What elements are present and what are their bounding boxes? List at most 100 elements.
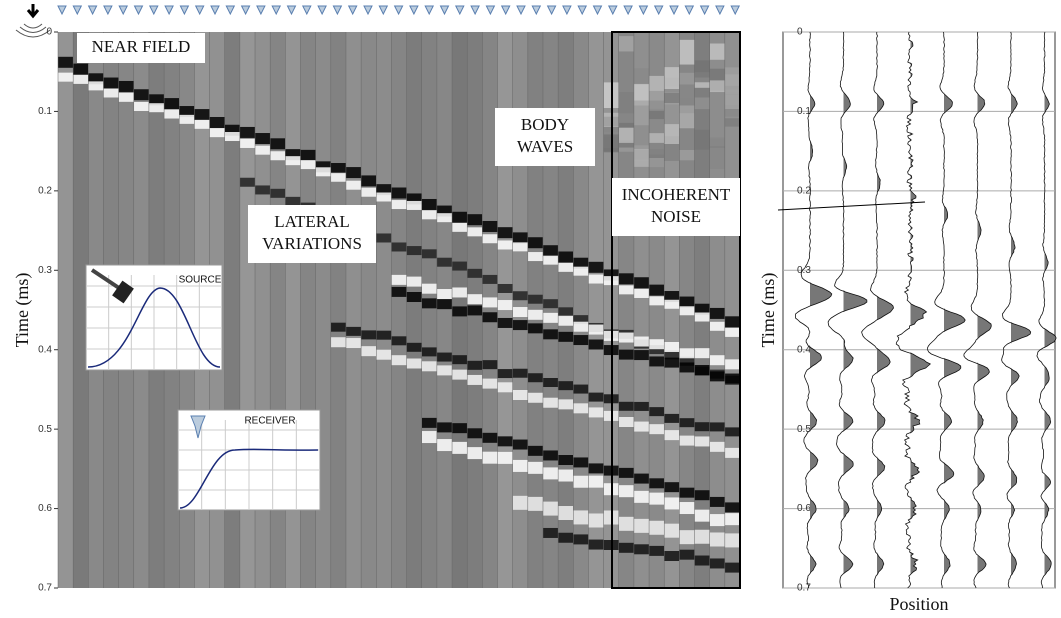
seismic-band <box>573 510 589 525</box>
seismic-band <box>330 337 346 348</box>
trace-line <box>1036 31 1057 589</box>
seismic-band <box>88 81 104 91</box>
seismic-band <box>452 441 468 454</box>
seismic-band <box>482 312 498 323</box>
seismic-band <box>724 533 740 548</box>
y-tick-label: 0.7 <box>38 583 52 594</box>
seismic-band <box>164 98 180 110</box>
seismic-band <box>649 284 665 296</box>
seismic-band <box>224 132 240 142</box>
seismic-band <box>664 482 680 493</box>
seismic-band <box>436 213 453 223</box>
seismic-band <box>633 401 650 411</box>
receiver-icon <box>332 5 343 16</box>
receiver-icon <box>301 5 312 16</box>
receiver-icon <box>179 5 190 16</box>
seismic-band <box>573 384 589 394</box>
trace-column <box>573 32 589 588</box>
seismic-band <box>588 475 604 488</box>
seismic-band <box>679 348 695 359</box>
seismic-band <box>664 350 680 360</box>
y-tick-label: 0.4 <box>797 344 811 355</box>
seismic-band <box>467 305 483 316</box>
seismic-band <box>391 286 407 297</box>
seismic-band <box>618 485 634 498</box>
seismic-band <box>482 360 498 370</box>
seismic-band <box>452 211 468 223</box>
receiver-icon <box>562 5 572 16</box>
seismic-band <box>633 421 650 432</box>
y-tick-label: 0.6 <box>797 503 811 514</box>
seismic-band <box>573 475 589 488</box>
seismic-band <box>179 114 195 124</box>
seismic-band <box>618 467 634 478</box>
seismic-band <box>467 360 483 370</box>
seismic-band <box>467 374 483 385</box>
seismic-band <box>633 288 650 298</box>
seismic-band <box>558 331 574 342</box>
seismic-band <box>542 378 559 388</box>
annotation: INCOHERENT <box>622 185 731 204</box>
seismic-band <box>724 513 740 526</box>
annotation: RECEIVER <box>244 416 295 427</box>
seismic-band <box>694 303 710 315</box>
seismic-band <box>573 335 589 346</box>
seismic-band <box>664 299 680 309</box>
receiver-icon <box>378 5 389 16</box>
seismic-band <box>527 461 543 474</box>
seismic-band <box>724 373 740 384</box>
seismic-band <box>709 532 725 547</box>
seismic-band <box>361 346 377 357</box>
inset-curve <box>179 448 319 509</box>
seismic-band <box>679 296 695 308</box>
seismic-band <box>73 74 89 84</box>
seismic-band <box>588 274 604 284</box>
seismic-band <box>542 329 559 340</box>
seismic-band <box>421 298 437 309</box>
seismic-band <box>436 289 453 300</box>
trace-line <box>794 31 833 589</box>
seismic-band <box>467 214 483 226</box>
seismic-band <box>664 357 680 368</box>
seismic-band <box>709 514 725 527</box>
receiver-icon <box>409 5 419 16</box>
seismic-band <box>421 198 437 210</box>
trace-panel: 0 0.1 0.2 0.3 0.4 0.5 0.6 0.7 Time (ms) Position <box>758 27 1057 614</box>
seismic-band <box>497 382 513 393</box>
noise-stripe <box>694 151 710 168</box>
trace-line <box>861 31 894 589</box>
seismic-band <box>103 88 119 98</box>
seismic-band <box>330 322 346 332</box>
seismic-band <box>421 283 437 294</box>
seismic-band <box>133 89 149 101</box>
seismic-band <box>694 436 710 447</box>
seismic-band <box>542 527 559 538</box>
seismic-band <box>588 261 604 273</box>
seismic-band <box>497 451 513 464</box>
receiver-icon <box>439 5 450 16</box>
seismic-band <box>633 518 650 533</box>
seismic-band <box>618 516 634 531</box>
receiver-icon <box>699 5 710 16</box>
shot-gather: 0 0.1 0.2 0.3 0.4 0.5 0.6 0.7 Time (ms) <box>12 4 741 594</box>
seismic-band <box>452 222 468 232</box>
seismic-band <box>164 109 180 119</box>
seismic-band <box>573 266 589 276</box>
seismic-band <box>421 361 437 372</box>
source-waves <box>15 23 51 38</box>
receiver-icon <box>190 415 206 439</box>
seismic-band <box>421 249 437 259</box>
seismic-band <box>194 109 210 121</box>
seismic-band <box>649 478 665 489</box>
seismic-band <box>452 423 468 434</box>
seismic-band <box>573 534 589 545</box>
seismic-band <box>618 349 634 360</box>
seismic-band <box>527 294 543 304</box>
seismic-band <box>709 355 725 366</box>
receiver-icon <box>118 5 129 16</box>
receiver-icon <box>485 5 496 16</box>
annotation: BODY <box>521 115 569 134</box>
seismic-band <box>649 296 665 306</box>
seismic-band <box>436 257 453 267</box>
seismic-band <box>436 352 453 362</box>
